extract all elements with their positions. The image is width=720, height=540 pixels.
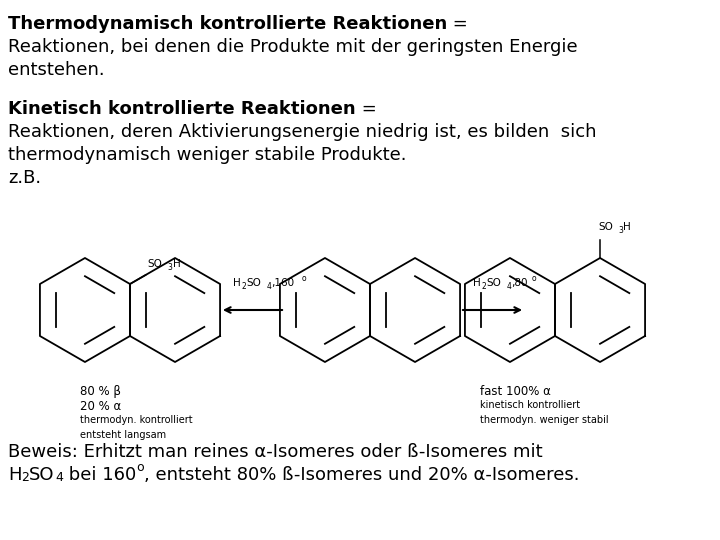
Text: H: H bbox=[233, 278, 240, 288]
Text: entstehen.: entstehen. bbox=[8, 61, 104, 79]
Text: , entsteht 80% ß-Isomeres und 20% α-Isomeres.: , entsteht 80% ß-Isomeres und 20% α-Isom… bbox=[143, 466, 579, 484]
Text: z.B.: z.B. bbox=[8, 169, 41, 187]
Text: Reaktionen, bei denen die Produkte mit der geringsten Energie: Reaktionen, bei denen die Produkte mit d… bbox=[8, 38, 577, 56]
Text: =: = bbox=[356, 100, 377, 118]
Text: o: o bbox=[302, 274, 306, 283]
Text: 80 % β: 80 % β bbox=[80, 385, 121, 398]
Text: H: H bbox=[8, 466, 22, 484]
Text: 4: 4 bbox=[55, 471, 63, 484]
Text: kinetisch kontrolliert: kinetisch kontrolliert bbox=[480, 400, 580, 410]
Text: thermodynamisch weniger stabile Produkte.: thermodynamisch weniger stabile Produkte… bbox=[8, 146, 407, 164]
Text: 3: 3 bbox=[618, 226, 623, 235]
Text: fast 100% α: fast 100% α bbox=[480, 385, 551, 398]
Text: SO: SO bbox=[246, 278, 261, 288]
Text: Thermodynamisch kontrollierte Reaktionen: Thermodynamisch kontrollierte Reaktionen bbox=[8, 15, 447, 33]
Text: H: H bbox=[173, 259, 180, 269]
Text: 4: 4 bbox=[266, 282, 271, 291]
Text: ,160: ,160 bbox=[271, 278, 294, 288]
Text: SO: SO bbox=[148, 259, 163, 269]
Text: SO: SO bbox=[487, 278, 501, 288]
Text: o: o bbox=[136, 461, 143, 474]
Text: Kinetisch kontrollierte Reaktionen: Kinetisch kontrollierte Reaktionen bbox=[8, 100, 356, 118]
Text: ,80: ,80 bbox=[511, 278, 528, 288]
Text: 2: 2 bbox=[241, 282, 246, 291]
Text: o: o bbox=[531, 274, 536, 283]
Text: H: H bbox=[472, 278, 480, 288]
Text: bei 160: bei 160 bbox=[63, 466, 136, 484]
Text: thermodyn. kontrolliert: thermodyn. kontrolliert bbox=[80, 415, 193, 425]
Text: thermodyn. weniger stabil: thermodyn. weniger stabil bbox=[480, 415, 608, 425]
Text: entsteht langsam: entsteht langsam bbox=[80, 430, 166, 440]
Text: H: H bbox=[623, 222, 631, 232]
Text: Beweis: Erhitzt man reines α-Isomeres oder ß-Isomeres mit: Beweis: Erhitzt man reines α-Isomeres od… bbox=[8, 443, 543, 461]
Text: 3: 3 bbox=[168, 263, 173, 272]
Text: SO: SO bbox=[598, 222, 613, 232]
Text: =: = bbox=[447, 15, 468, 33]
Text: Reaktionen, deren Aktivierungsenergie niedrig ist, es bilden  sich: Reaktionen, deren Aktivierungsenergie ni… bbox=[8, 123, 596, 141]
Text: 4: 4 bbox=[506, 282, 511, 291]
Text: 2: 2 bbox=[482, 282, 486, 291]
Text: 2: 2 bbox=[22, 471, 30, 484]
Text: 20 % α: 20 % α bbox=[80, 400, 121, 413]
Text: SO: SO bbox=[30, 466, 55, 484]
